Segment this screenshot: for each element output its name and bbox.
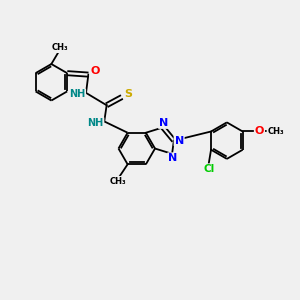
Text: NH: NH (87, 118, 104, 128)
Text: O: O (90, 66, 100, 76)
Text: N: N (159, 118, 168, 128)
Text: N: N (175, 136, 184, 146)
Text: O: O (255, 126, 264, 136)
Text: S: S (124, 89, 132, 99)
Text: Cl: Cl (203, 164, 214, 174)
Text: CH₃: CH₃ (52, 43, 68, 52)
Text: CH₃: CH₃ (267, 127, 284, 136)
Text: N: N (168, 153, 177, 163)
Text: CH₃: CH₃ (110, 177, 126, 186)
Text: NH: NH (69, 89, 85, 99)
